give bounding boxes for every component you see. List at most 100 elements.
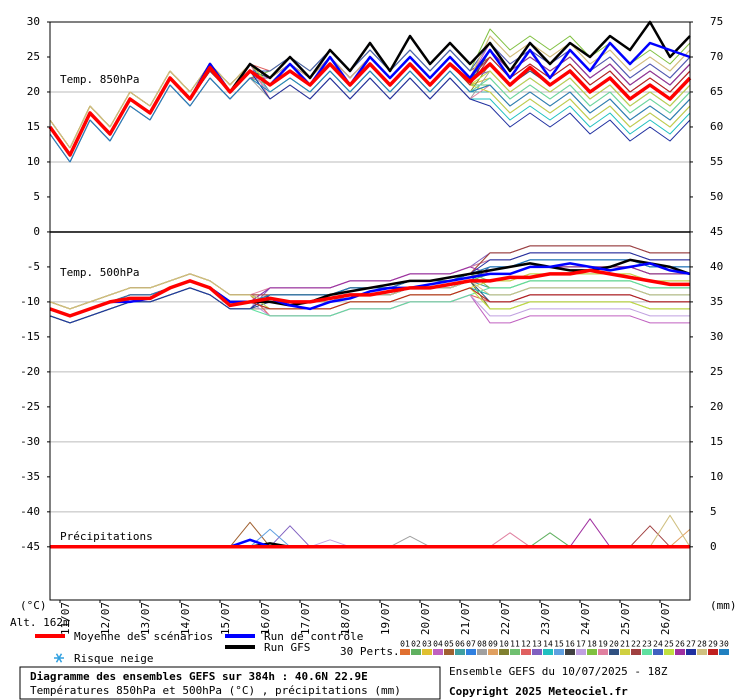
x-tick-label: 21/07 (459, 602, 472, 635)
y-tick-label: 5 (33, 190, 40, 203)
legend-label: 15 (554, 640, 564, 649)
y2-tick-label: 15 (710, 435, 723, 448)
legend-swatch (576, 649, 586, 655)
legend-swatch (411, 649, 421, 655)
panel-label: Précipitations (60, 530, 153, 543)
legend-label: 28 (697, 640, 707, 649)
legend-label: Moyenne des scénarios (74, 630, 213, 643)
legend-label: Run GFS (264, 641, 310, 654)
x-tick-label: 22/07 (499, 602, 512, 635)
x-tick-label: 16/07 (259, 602, 272, 635)
legend-swatch (631, 649, 641, 655)
y-tick-label: 0 (33, 225, 40, 238)
y-tick-label: -30 (20, 435, 40, 448)
legend-label: 16 (565, 640, 575, 649)
y2-tick-label: 35 (710, 295, 723, 308)
y2-unit: (mm) (710, 599, 737, 612)
footer-box (19, 666, 441, 700)
legend-swatch (686, 649, 696, 655)
y-tick-label: -20 (20, 365, 40, 378)
legend-label: 26 (675, 640, 685, 649)
legend-swatch (543, 649, 553, 655)
y2-tick-label: 75 (710, 15, 723, 28)
legend-label: 21 (620, 640, 630, 649)
legend-label: 02 (411, 640, 421, 649)
x-tick-label: 13/07 (139, 602, 152, 635)
legend-label: 27 (686, 640, 696, 649)
y2-tick-label: 20 (710, 400, 723, 413)
y-tick-label: 10 (27, 155, 40, 168)
legend-label: 11 (510, 640, 520, 649)
legend-swatch (466, 649, 476, 655)
plot-frame (49, 21, 691, 601)
y-unit: (°C) (20, 599, 47, 612)
y-tick-label: 20 (27, 85, 40, 98)
y-tick-label: -35 (20, 470, 40, 483)
y2-tick-label: 30 (710, 330, 723, 343)
x-tick-label: 26/07 (659, 602, 672, 635)
x-tick-label: 20/07 (419, 602, 432, 635)
legend-label: 29 (708, 640, 718, 649)
legend-label: 20 (609, 640, 619, 649)
legend-label: 30 (719, 640, 729, 649)
legend-label: 01 (400, 640, 410, 649)
legend-swatch (664, 649, 674, 655)
y2-tick-label: 70 (710, 50, 723, 63)
legend-swatch (609, 649, 619, 655)
legend-label: 12 (521, 640, 531, 649)
x-tick-label: 18/07 (339, 602, 352, 635)
x-tick-label: 25/07 (619, 602, 632, 635)
x-tick-label: 11/07 (59, 602, 72, 635)
legend-swatch (708, 649, 718, 655)
y-tick-label: -10 (20, 295, 40, 308)
y2-tick-label: 50 (710, 190, 723, 203)
members-legend: 01 02 03 04 05 06 07 08 09 10 11 12 13 14 15 16 17 18 19 20… (400, 640, 729, 655)
legend-swatch (675, 649, 685, 655)
y2-tick-label: 40 (710, 260, 723, 273)
y2-tick-label: 10 (710, 470, 723, 483)
snow-label: Risque neige (74, 652, 153, 665)
legend-swatch (565, 649, 575, 655)
legend-label: 24 (653, 640, 663, 649)
legend-swatch (719, 649, 729, 655)
legend-label: 14 (543, 640, 553, 649)
legend-swatch (422, 649, 432, 655)
legend-label: 06 (455, 640, 465, 649)
y-tick-label: 15 (27, 120, 40, 133)
x-tick-label: 14/07 (179, 602, 192, 635)
legend-label: 22 (631, 640, 641, 649)
legend-swatch (521, 649, 531, 655)
y2-tick-label: 5 (710, 505, 717, 518)
legend-label: 08 (477, 640, 487, 649)
y2-tick-label: 45 (710, 225, 723, 238)
x-tick-label: 15/07 (219, 602, 232, 635)
subtitle: Températures 850hPa et 500hPa (°C) , pré… (30, 684, 401, 697)
y-tick-label: -40 (20, 505, 40, 518)
x-tick-label: 24/07 (579, 602, 592, 635)
legend-swatch (455, 649, 465, 655)
copyright: Copyright 2025 Meteociel.fr (449, 685, 628, 698)
run-label: Ensemble GEFS du 10/07/2025 - 18Z (449, 665, 668, 678)
y2-tick-label: 0 (710, 540, 717, 553)
y2-tick-label: 25 (710, 365, 723, 378)
legend-swatch (488, 649, 498, 655)
legend-label: Run de contrôle (264, 630, 363, 643)
legend-label: 10 (499, 640, 509, 649)
legend-swatch (477, 649, 487, 655)
y2-tick-label: 65 (710, 85, 723, 98)
legend-label: 07 (466, 640, 476, 649)
y-tick-label: -25 (20, 400, 40, 413)
legend-swatch (400, 649, 410, 655)
x-tick-label: 17/07 (299, 602, 312, 635)
legend-label: 05 (444, 640, 454, 649)
legend-label: 19 (598, 640, 608, 649)
y-tick-label: 30 (27, 15, 40, 28)
series-line (48, 62, 692, 157)
legend-swatch (510, 649, 520, 655)
legend-label: 23 (642, 640, 652, 649)
altitude: Alt. 162m (10, 616, 70, 629)
legend-label: 09 (488, 640, 498, 649)
y-tick-label: -5 (27, 260, 40, 273)
legend-swatch (620, 649, 630, 655)
legend-label: 04 (433, 640, 443, 649)
